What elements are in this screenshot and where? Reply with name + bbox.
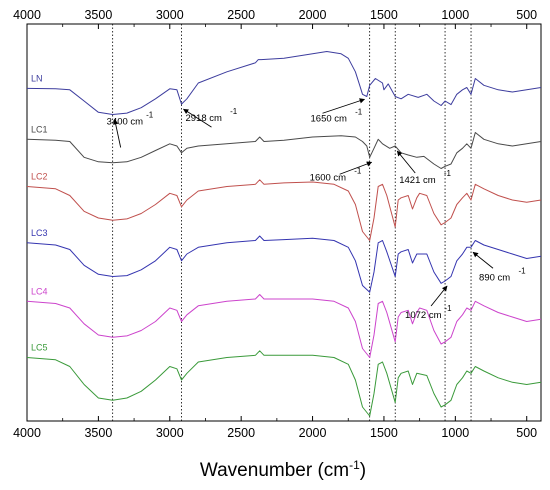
tick-label-top-1000: 1000 [441, 8, 469, 22]
annotation-label-2918: 2918 cm [185, 113, 222, 124]
tick-label-top-1500: 1500 [370, 8, 398, 22]
annotation-sup-1421: -1 [444, 169, 452, 178]
tick-label-bottom-1000: 1000 [441, 426, 469, 440]
tick-label-bottom-3000: 3000 [156, 426, 184, 440]
annotation-label-1650: 1650 cm [311, 113, 348, 124]
annotation-arrow-2918 [183, 108, 212, 128]
annotation-label-1600: 1600 cm [310, 172, 347, 183]
annotation-label-1421: 1421 cm [399, 175, 436, 186]
annotation-arrow-1600 [339, 161, 373, 175]
series-label-lc3: LC3 [31, 228, 48, 238]
x-axis-title-close: ) [360, 460, 366, 481]
annotation-arrow-1421 [396, 150, 416, 174]
annotation-sup-1650: -1 [355, 107, 363, 116]
annotation-arrow-1072 [430, 285, 448, 307]
tick-label-top-3000: 3000 [156, 8, 184, 22]
annotation-arrow-1650 [322, 98, 366, 114]
series-label-lc5: LC5 [31, 343, 48, 353]
tick-label-top-500: 500 [516, 8, 537, 22]
series-line-lc1 [26, 132, 542, 169]
tick-label-bottom-3500: 3500 [84, 426, 112, 440]
series-label-lc4: LC4 [31, 286, 48, 296]
plot-frame [26, 23, 542, 422]
annotation-arrow-890 [472, 251, 494, 269]
x-axis-title-main: Wavenumber (cm [200, 460, 349, 481]
annotation-label-3400: 3400 cm [107, 117, 144, 128]
tick-label-top-2000: 2000 [299, 8, 327, 22]
ticks-layer: 4000 4000 3500 3500 3000 3000 2500 2500 2000 2000… [13, 8, 537, 440]
tick-label-bottom-2500: 2500 [227, 426, 255, 440]
tick-label-bottom-1500: 1500 [370, 426, 398, 440]
annotation-sup-3400: -1 [146, 111, 154, 120]
tick-label-bottom-4000: 4000 [13, 426, 41, 440]
annotation-sup-1600: -1 [354, 166, 362, 175]
annotation-sup-2918: -1 [230, 107, 238, 116]
annotation-sup-1072: -1 [444, 304, 452, 313]
series-layer: LN LC1 LC2 LC3 LC4 LC5 [26, 51, 542, 417]
annotation-arrow-3400 [113, 118, 122, 148]
tick-label-top-2500: 2500 [227, 8, 255, 22]
tick-label-top-4000: 4000 [13, 8, 41, 22]
reference-lines [112, 24, 472, 421]
x-axis-title-sup: -1 [349, 458, 360, 472]
annotation-label-890: 890 cm [479, 272, 510, 283]
x-axis-title: Wavenumber (cm-1) [200, 458, 366, 481]
series-line-lc4 [26, 294, 542, 358]
series-line-ln [26, 51, 542, 115]
series-line-lc2 [26, 179, 542, 241]
tick-label-bottom-2000: 2000 [299, 426, 327, 440]
annotation-label-1072: 1072 cm [405, 310, 442, 321]
tick-label-bottom-500: 500 [516, 426, 537, 440]
series-line-lc3 [26, 235, 542, 293]
series-line-lc5 [26, 350, 542, 417]
series-label-lc1: LC1 [31, 124, 48, 134]
annotation-sup-890: -1 [518, 266, 526, 275]
tick-label-top-3500: 3500 [84, 8, 112, 22]
series-label-ln: LN [31, 73, 43, 83]
series-label-lc2: LC2 [31, 172, 48, 182]
